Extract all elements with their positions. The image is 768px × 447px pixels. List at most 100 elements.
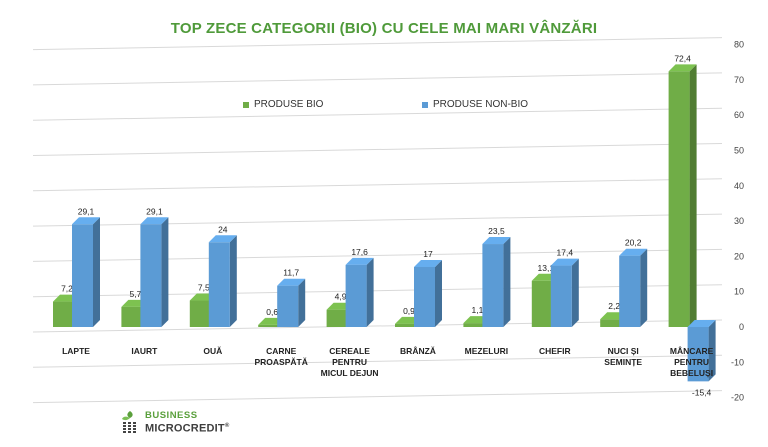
data-label: 4,9 bbox=[335, 292, 347, 302]
data-label: 0,9 bbox=[403, 306, 415, 316]
y-tick-label: 20 bbox=[734, 251, 744, 261]
gridline bbox=[32, 178, 723, 192]
bar-bio bbox=[600, 319, 622, 327]
y-tick-label: 30 bbox=[734, 216, 744, 226]
bar-nonbio-side bbox=[571, 258, 579, 327]
x-tick-label: MÂNCARE bbox=[670, 345, 714, 356]
bar-nonbio bbox=[687, 327, 709, 382]
data-label: 20,2 bbox=[625, 238, 642, 248]
data-label: 11,7 bbox=[283, 268, 299, 278]
data-label: 24 bbox=[218, 224, 228, 234]
logo-line1: BUSINESS bbox=[145, 410, 198, 421]
data-label: -15,4 bbox=[692, 387, 712, 397]
bar-bio-top bbox=[668, 64, 697, 72]
y-tick-label: 70 bbox=[734, 75, 744, 85]
gridline bbox=[32, 72, 723, 86]
logo-reg-mark: ® bbox=[224, 423, 230, 429]
bar-bio bbox=[258, 324, 280, 327]
x-tick-label: PENTRU bbox=[674, 357, 709, 367]
logo-mark-icon bbox=[121, 410, 139, 434]
bar-nonbio-top bbox=[140, 217, 169, 225]
data-label: 0,6 bbox=[266, 307, 278, 317]
bar-nonbio bbox=[345, 264, 367, 327]
gridline bbox=[32, 107, 723, 121]
gridline bbox=[32, 213, 723, 227]
data-label: 17,6 bbox=[351, 247, 368, 257]
gridline bbox=[32, 143, 723, 156]
bar-nonbio bbox=[550, 265, 572, 327]
legend-bio-label: PRODUSE BIO bbox=[254, 99, 324, 110]
bar-bio bbox=[395, 323, 416, 327]
x-tick-label: PROASPĂTĂ bbox=[255, 357, 308, 367]
bar-bio bbox=[463, 323, 485, 327]
data-label: 29,1 bbox=[146, 206, 163, 216]
legend-bio-swatch bbox=[243, 101, 249, 108]
bar-bio-side bbox=[689, 64, 697, 327]
bar-nonbio-side bbox=[366, 257, 374, 327]
legend-nonbio-swatch bbox=[422, 101, 428, 108]
bar-bio bbox=[531, 280, 553, 327]
y-tick-label: 10 bbox=[734, 287, 744, 297]
bar-nonbio bbox=[277, 285, 299, 327]
data-label: 23,5 bbox=[488, 226, 505, 236]
y-tick-label: 80 bbox=[734, 40, 744, 50]
gridline bbox=[32, 354, 723, 368]
y-tick-label: -20 bbox=[731, 393, 744, 403]
bar-bio bbox=[189, 300, 211, 327]
bar-nonbio-side bbox=[93, 217, 100, 327]
x-tick-label: BRÂNZĂ bbox=[400, 345, 436, 356]
x-tick-label: BEBELUȘI bbox=[670, 368, 713, 378]
data-label: 2,2 bbox=[608, 301, 620, 311]
chart-title: TOP ZECE CATEGORII (BIO) CU CELE MAI MAR… bbox=[170, 20, 598, 37]
bar-nonbio-top bbox=[277, 278, 306, 286]
x-tick-label: CHEFIR bbox=[539, 346, 571, 356]
legend-bio: PRODUSE BIO bbox=[243, 99, 323, 110]
bar-nonbio bbox=[414, 266, 435, 327]
y-tick-label: 40 bbox=[734, 181, 744, 191]
gridline bbox=[32, 390, 723, 404]
x-tick-label: LAPTE bbox=[62, 346, 90, 356]
data-label: 17,4 bbox=[557, 248, 574, 258]
bar-nonbio-side bbox=[161, 217, 169, 327]
bar-nonbio-top bbox=[414, 259, 442, 267]
bar-nonbio-top bbox=[619, 248, 648, 256]
bar-nonbio-top bbox=[687, 320, 716, 327]
x-tick-label: MEZELURI bbox=[465, 346, 508, 356]
bar-bio bbox=[53, 301, 74, 327]
bar-bio bbox=[668, 71, 690, 327]
bar-nonbio-side bbox=[229, 235, 237, 327]
gridline bbox=[32, 248, 723, 262]
bar-nonbio bbox=[208, 242, 230, 327]
logo-line2: MICROCREDIT® bbox=[145, 421, 229, 435]
bar-nonbio-side bbox=[503, 237, 511, 327]
x-tick-label: OUĂ bbox=[203, 346, 222, 356]
brand-logo: BUSINESS MICROCREDIT® bbox=[121, 410, 229, 435]
logo-line2-text: MICROCREDIT bbox=[145, 422, 225, 435]
bar-nonbio-top bbox=[72, 217, 100, 225]
bar-nonbio-side bbox=[640, 248, 648, 327]
bar-nonbio bbox=[619, 255, 641, 327]
legend-nonbio: PRODUSE NON-BIO bbox=[422, 99, 528, 110]
bar-nonbio-side bbox=[708, 320, 716, 382]
bar-nonbio-side bbox=[435, 259, 442, 327]
legend-nonbio-label: PRODUSE NON-BIO bbox=[433, 99, 529, 110]
data-label: 5,7 bbox=[129, 289, 141, 299]
y-tick-label: 0 bbox=[739, 322, 744, 332]
x-tick-label: NUCI ȘI bbox=[608, 346, 639, 356]
data-label: 7,2 bbox=[61, 284, 73, 294]
gridline bbox=[32, 37, 723, 51]
data-label: 29,1 bbox=[78, 206, 95, 216]
x-tick-label: PENTRU bbox=[332, 357, 367, 367]
bar-nonbio-top bbox=[208, 235, 237, 243]
bar-bio bbox=[121, 306, 143, 327]
x-tick-label: CEREALE bbox=[329, 346, 370, 356]
bar-nonbio-top bbox=[482, 237, 511, 245]
bar-nonbio-top bbox=[550, 258, 579, 266]
data-label: 17 bbox=[423, 249, 433, 259]
x-tick-label: SEMINȚE bbox=[604, 357, 642, 367]
bar-nonbio bbox=[482, 244, 504, 327]
x-tick-label: IAURT bbox=[131, 346, 158, 356]
data-label: 72,4 bbox=[674, 53, 691, 63]
bar-bio bbox=[326, 309, 348, 327]
